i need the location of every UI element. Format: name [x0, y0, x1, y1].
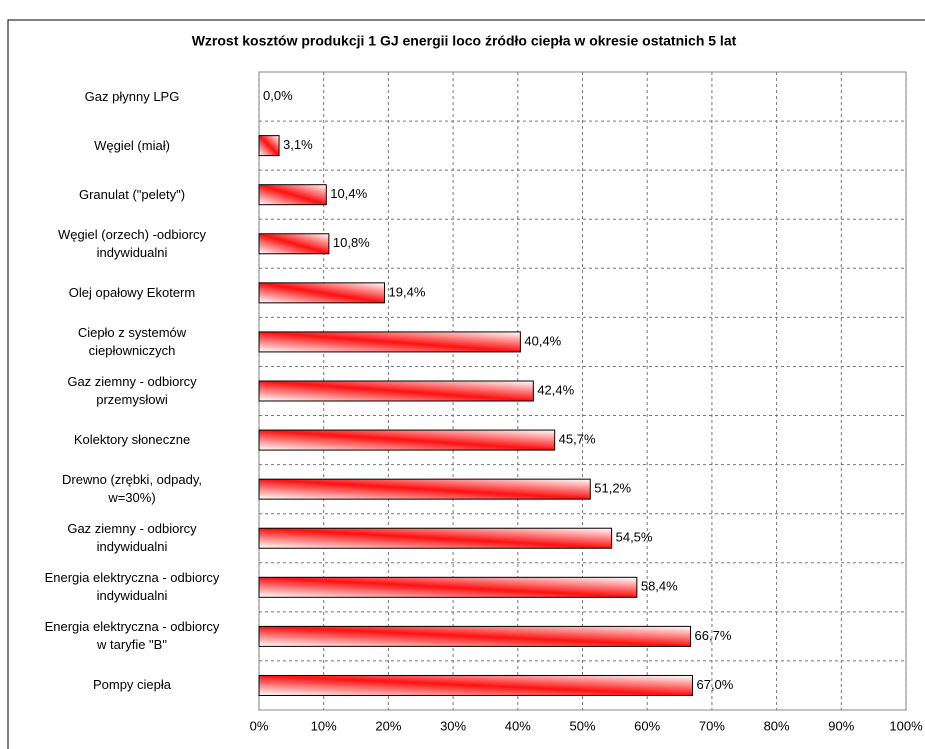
chart-frame	[7, 19, 925, 749]
y-tick-label: Olej opałowy Ekoterm	[68, 284, 196, 300]
bar	[258, 625, 692, 647]
x-tick-label: 80%	[764, 718, 790, 733]
bar	[258, 184, 327, 206]
bar	[258, 478, 591, 500]
bar	[258, 576, 638, 598]
value-label: 45,7%	[559, 432, 596, 447]
bar	[258, 233, 330, 255]
value-label: 10,4%	[330, 186, 367, 201]
x-tick-label: 10%	[311, 718, 337, 733]
x-tick-label: 60%	[634, 718, 660, 733]
y-tick-label: Pompy ciepła	[92, 677, 172, 693]
value-label: 40,4%	[524, 333, 561, 348]
value-label: 10,8%	[333, 235, 370, 250]
value-label: 3,1%	[283, 137, 313, 152]
x-tick-label: 100%	[889, 718, 923, 733]
y-tick-label: Kolektory słoneczne	[73, 432, 191, 448]
value-label: 42,4%	[537, 382, 574, 397]
x-tick-label: 40%	[505, 718, 531, 733]
x-tick-label: 30%	[440, 718, 466, 733]
value-label: 19,4%	[389, 284, 426, 299]
bar	[258, 282, 386, 304]
bar	[258, 331, 521, 353]
y-tick-label: Gaz płynny LPG	[84, 88, 180, 104]
bar	[258, 674, 693, 696]
value-label: 67,0%	[696, 677, 733, 692]
y-tick-label: Energia elektryczna - odbiorcy indywidua…	[44, 570, 220, 604]
y-tick-label: Węgiel (orzech) -odbiorcy indywidualni	[57, 226, 207, 260]
y-tick-label: Drewno (zrębki, odpady, w=30%)	[62, 472, 202, 506]
x-tick-label: 0%	[250, 718, 269, 733]
y-tick-label: Węgiel (miał)	[94, 137, 170, 153]
y-tick-label: Gaz ziemny - odbiorcy indywidualni	[67, 521, 197, 555]
value-label: 54,5%	[616, 530, 653, 545]
y-tick-label: Granulat ("pelety")	[78, 186, 186, 202]
y-tick-label: Ciepło z systemów ciepłowniczych	[77, 324, 187, 358]
x-tick-label: 70%	[699, 718, 725, 733]
value-label: 51,2%	[594, 481, 631, 496]
chart-title: Wzrost kosztów produkcji 1 GJ energii lo…	[192, 33, 737, 49]
x-tick-label: 50%	[569, 718, 595, 733]
value-label: 58,4%	[641, 579, 678, 594]
value-label: 0,0%	[263, 88, 293, 103]
value-label: 66,7%	[695, 628, 732, 643]
bar	[258, 527, 613, 549]
y-tick-label: Energia elektryczna - odbiorcy w taryfie…	[44, 619, 220, 653]
bar	[258, 135, 280, 157]
x-tick-label: 20%	[375, 718, 401, 733]
y-tick-label: Gaz ziemny - odbiorcy przemysłowi	[67, 374, 197, 407]
bar	[258, 380, 534, 402]
bar	[258, 429, 556, 451]
x-tick-label: 90%	[828, 718, 854, 733]
